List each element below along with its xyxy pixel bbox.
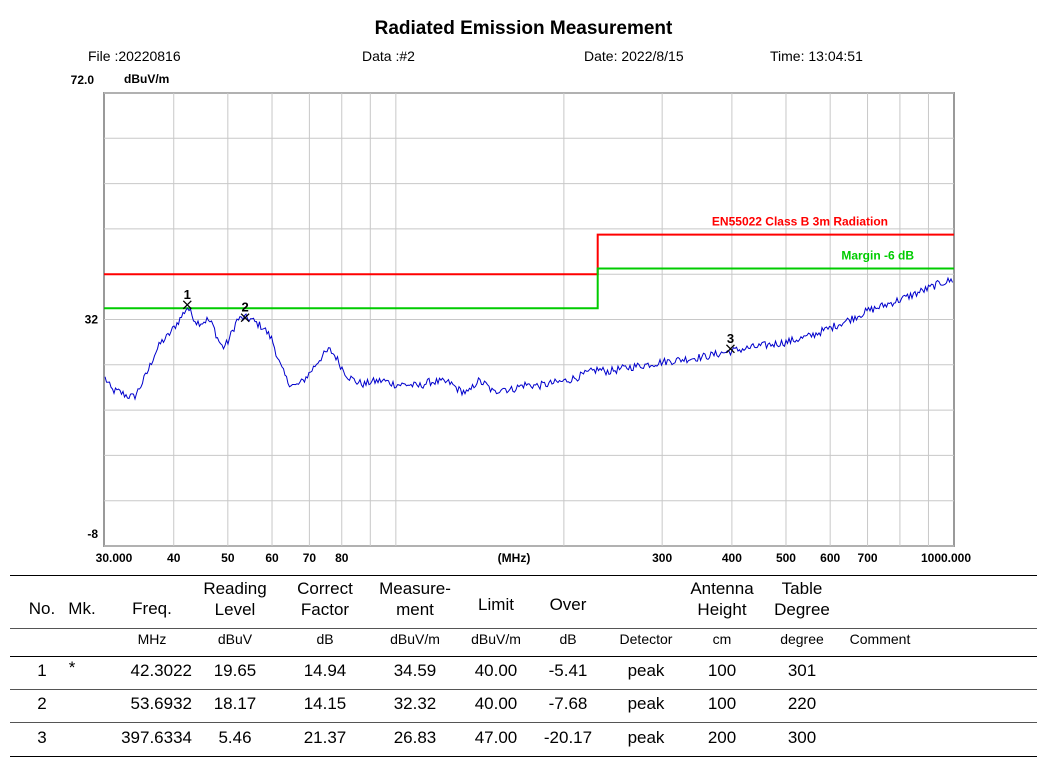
header-measurement: ment	[396, 600, 434, 619]
file-label: File :20220816	[88, 48, 181, 64]
header-correct: Factor	[300, 600, 350, 619]
y-tick-label: 32	[85, 313, 99, 327]
cell-table-degree: 220	[787, 694, 817, 713]
cell-freq: 42.3022	[130, 661, 192, 680]
table-units-rule	[10, 656, 1037, 657]
cell-antenna: 100	[707, 694, 737, 713]
margin-line	[104, 267, 954, 310]
cell-correct: 14.15	[303, 694, 347, 713]
cell-measurement: 32.32	[393, 694, 437, 713]
cell-mk: *	[68, 658, 76, 677]
cell-no: 3	[37, 728, 47, 747]
cell-limit: 40.00	[474, 694, 518, 713]
header-table-degree: Table	[781, 579, 823, 598]
header-reading: Level	[214, 600, 256, 619]
table-bottom-rule	[10, 756, 1037, 757]
time-label: Time: 13:04:51	[770, 48, 863, 64]
header-mk: Mk.	[68, 599, 96, 618]
header-correct: Correct	[297, 579, 353, 598]
data-label: Data :#2	[362, 48, 415, 64]
x-tick-label: 700	[858, 551, 878, 565]
cell-table-degree: 300	[787, 728, 817, 747]
x-axis-label: (MHz)	[498, 551, 531, 565]
y-tick-label: 72.0	[71, 73, 95, 87]
header-antenna: Height	[697, 600, 747, 619]
cell-detector: peak	[627, 661, 665, 680]
y-axis-unit-label: dBuV/m	[124, 72, 170, 86]
emission-chart: EN55022 Class B 3m Radiation Margin -6 dB…	[71, 73, 972, 565]
unit-measure: dBuV/m	[390, 631, 440, 647]
unit-detector: Detector	[619, 631, 673, 647]
x-tick-label: 600	[820, 551, 840, 565]
cell-antenna: 100	[707, 661, 737, 680]
unit-antenna: cm	[712, 631, 732, 647]
header-freq: Freq.	[132, 599, 172, 618]
limit-line-label: EN55022 Class B 3m Radiation	[712, 215, 888, 229]
peak-marker-label: 3	[727, 331, 734, 346]
header-measurement: Measure-	[379, 579, 451, 598]
cell-detector: peak	[627, 728, 665, 747]
unit-comment: Comment	[849, 631, 911, 647]
peak-marker	[240, 313, 250, 323]
cell-no: 1	[37, 661, 47, 680]
cell-correct: 14.94	[303, 661, 347, 680]
cell-reading: 18.17	[213, 694, 257, 713]
x-tick-label: 70	[303, 551, 317, 565]
table-header-rule	[10, 628, 1037, 629]
x-tick-label: 1000.000	[921, 551, 971, 565]
cell-over: -7.68	[548, 694, 588, 713]
cell-measurement: 26.83	[393, 728, 437, 747]
x-tick-label: 300	[652, 551, 672, 565]
cell-reading: 5.46	[218, 728, 252, 747]
y-tick-label: -8	[87, 527, 98, 541]
unit-limit: dBuV/m	[471, 631, 521, 647]
cell-table-degree: 301	[787, 661, 817, 680]
cell-freq: 397.6334	[121, 728, 192, 747]
x-tick-label: 500	[776, 551, 796, 565]
header-limit: Limit	[478, 595, 514, 614]
cell-antenna: 200	[707, 728, 737, 747]
x-tick-label: 80	[335, 551, 349, 565]
cell-reading: 19.65	[213, 661, 257, 680]
table-top-rule	[10, 575, 1037, 576]
table-row-rule	[10, 722, 1037, 723]
cell-over: -20.17	[543, 728, 593, 747]
cell-limit: 47.00	[474, 728, 518, 747]
cell-freq: 53.6932	[130, 694, 192, 713]
header-table-degree: Degree	[774, 600, 830, 619]
peak-marker	[182, 300, 192, 310]
x-tick-label: 60	[265, 551, 279, 565]
chart-title: Radiated Emission Measurement	[374, 18, 673, 39]
limit-line	[104, 233, 954, 276]
cell-limit: 40.00	[474, 661, 518, 680]
peak-marker-label: 1	[184, 287, 191, 302]
header-reading: Reading	[203, 579, 267, 598]
cell-over: -5.41	[548, 661, 588, 680]
header-over: Over	[549, 595, 587, 614]
cell-measurement: 34.59	[393, 661, 437, 680]
date-label: Date: 2022/8/15	[584, 48, 684, 64]
measurement-trace	[104, 276, 953, 401]
unit-table-deg: degree	[780, 631, 824, 647]
cell-correct: 21.37	[303, 728, 347, 747]
x-tick-label: 30.000	[96, 551, 133, 565]
header-antenna: Antenna	[690, 579, 754, 598]
unit-over: dB	[559, 631, 577, 647]
x-tick-label: 400	[722, 551, 742, 565]
x-tick-label: 50	[221, 551, 235, 565]
table-row-rule	[10, 689, 1037, 690]
margin-line-label: Margin -6 dB	[841, 249, 914, 263]
header-no: No.	[28, 599, 56, 618]
unit-correct: dB	[316, 631, 334, 647]
unit-freq: MHz	[137, 631, 167, 647]
cell-no: 2	[37, 694, 47, 713]
cell-detector: peak	[627, 694, 665, 713]
peak-marker-label: 2	[241, 300, 248, 315]
unit-reading: dBuV	[217, 631, 253, 647]
x-tick-label: 40	[167, 551, 181, 565]
peak-marker	[725, 344, 735, 354]
